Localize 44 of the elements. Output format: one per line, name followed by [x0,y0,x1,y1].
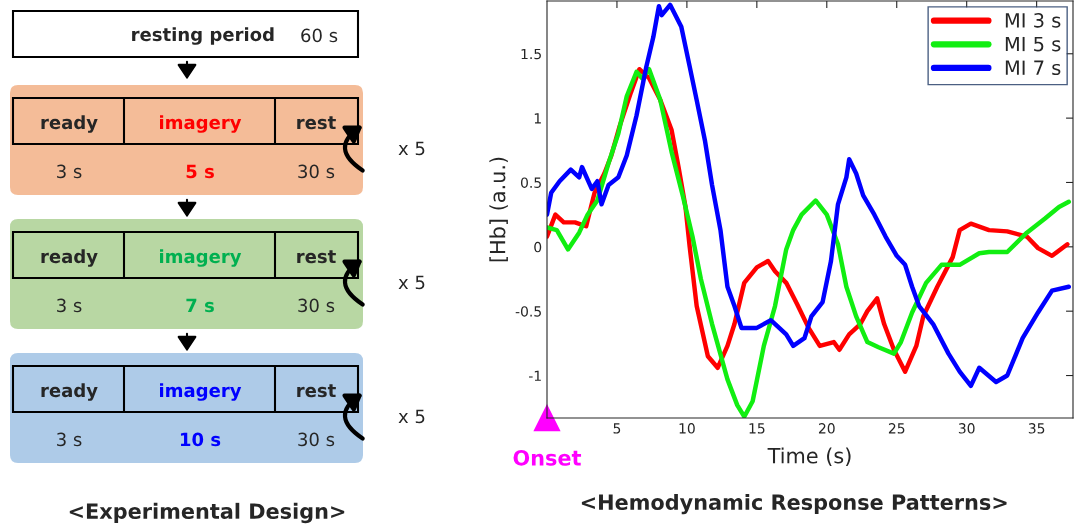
x-tick-label: 15 [749,423,765,434]
text: 30 s [298,432,335,447]
y-tick-label: 1.5 [521,48,541,60]
text: 30 s [298,298,335,313]
y-tick-label: 0.5 [520,177,541,188]
x-tick-label: 30 [958,423,975,434]
text: 3 s [57,432,82,447]
legend-label: MI 5 s [1005,36,1061,52]
text: x 5 [398,141,425,156]
text: ready [41,383,98,401]
text: <Hemodynamic Response Patterns> [581,493,1007,515]
y-tick-label: -0.5 [515,306,541,317]
x-tick-label: 35 [1028,423,1045,434]
y-tick-label: -1 [528,370,541,381]
text: ready [41,249,98,267]
text: 7 s [186,298,214,313]
legend-label: MI 7 s [1005,60,1061,76]
text: rest [297,250,336,264]
y-tick-label: 0 [534,241,542,253]
legend-label: MI 3 s [1005,13,1061,28]
x-tick-label: 5 [613,423,621,434]
text: x 5 [398,275,425,290]
text: imagery [160,383,242,401]
text: imagery [160,249,242,267]
text: resting period [132,27,274,45]
x-tick-label: 10 [679,423,695,434]
y-axis-title: [Hb] (a.u.) [489,157,508,262]
x-tick-label: 20 [818,423,835,434]
x-axis-title: Time (s) [767,447,851,466]
x-tick-label: 25 [888,423,905,434]
text: 10 s [180,432,221,447]
text: x 5 [398,409,425,424]
text: ready [41,115,98,133]
text: 30 s [298,164,335,179]
text: Onset [513,449,582,466]
text: 3 s [57,298,82,313]
text: 3 s [57,164,82,179]
y-tick-label: 1 [534,113,541,124]
text: rest [297,384,336,398]
text: <Experimental Design> [69,502,345,524]
text: 60 s [301,28,338,43]
text: imagery [160,115,242,133]
text: 5 s [186,164,214,179]
text: rest [297,116,336,130]
